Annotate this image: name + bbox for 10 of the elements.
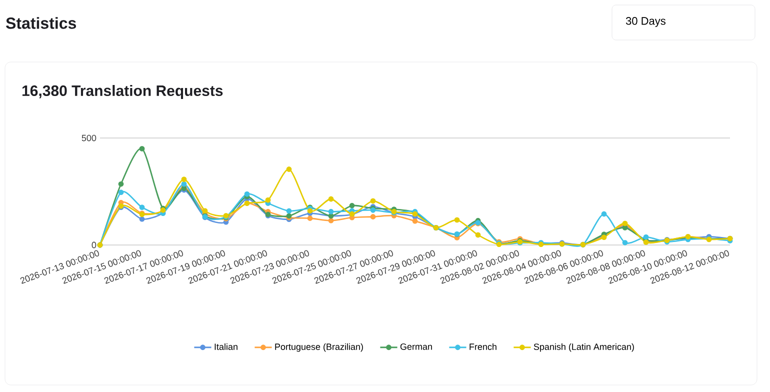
chart-subtitle: 16,380 Translation Requests	[22, 85, 223, 99]
y-tick-label: 0	[92, 242, 96, 248]
legend-label: Italian	[214, 343, 238, 350]
legend-label: French	[470, 343, 496, 350]
chart-title: Statistics	[6, 17, 76, 29]
y-tick-label: 500	[82, 134, 96, 142]
legend-label: German	[400, 343, 432, 350]
legend-label: Spanish (Latin American)	[534, 343, 634, 352]
legend-label: Portuguese (Brazilian)	[275, 343, 363, 352]
text: 30 Days	[626, 17, 666, 27]
